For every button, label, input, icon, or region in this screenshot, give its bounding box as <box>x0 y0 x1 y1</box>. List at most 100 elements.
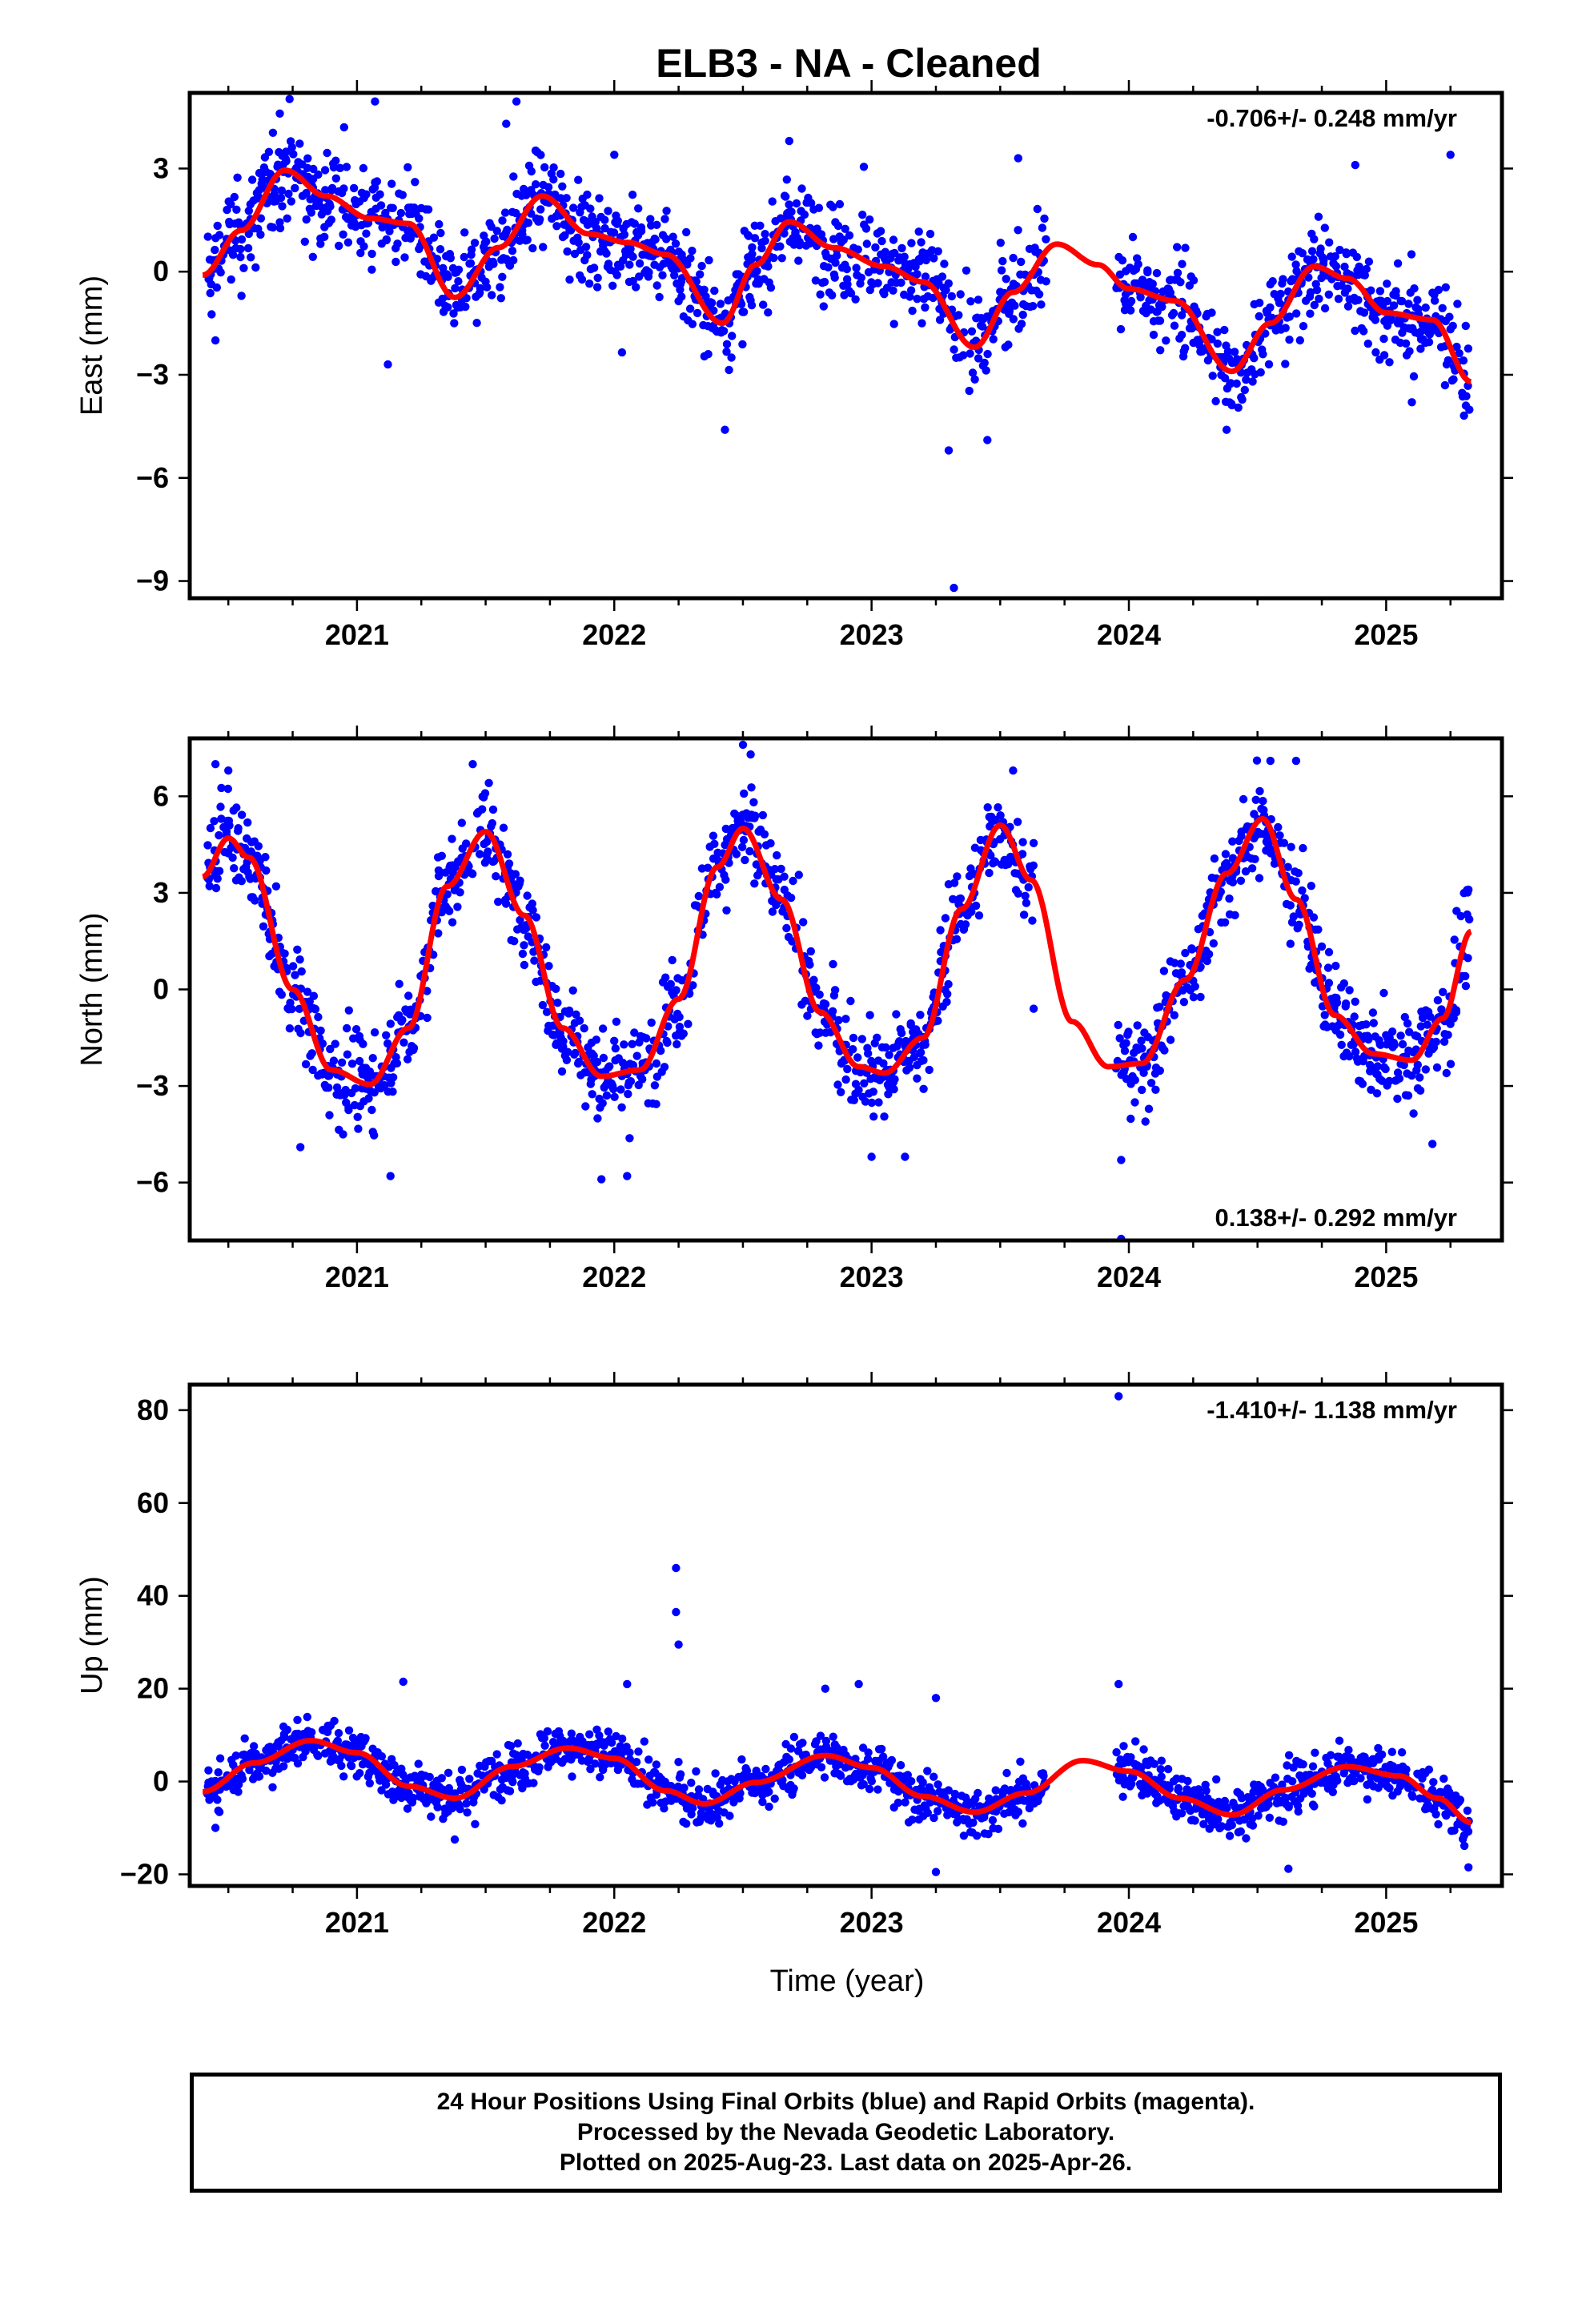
east-data-point <box>889 235 898 244</box>
north-data-point <box>821 999 830 1009</box>
east-data-point <box>372 177 382 186</box>
east-data-point <box>285 94 294 103</box>
up-data-point <box>1222 1803 1231 1811</box>
up-data-point <box>829 1732 837 1741</box>
east-data-point <box>1156 346 1165 355</box>
up-data-point <box>1374 1743 1383 1753</box>
east-data-point <box>831 258 840 267</box>
north-data-point <box>1300 894 1309 903</box>
north-data-point <box>592 1057 602 1067</box>
east-data-point <box>323 148 331 158</box>
up-data-point <box>390 1760 399 1770</box>
east-data-point <box>1401 339 1411 348</box>
up-data-point <box>1387 1747 1397 1756</box>
east-data-point <box>1299 322 1308 331</box>
north-data-point <box>553 999 562 1007</box>
up-data-point <box>994 1824 1003 1833</box>
east-data-point <box>1424 338 1434 347</box>
north-data-point <box>1028 916 1037 925</box>
north-data-point <box>1137 1036 1146 1045</box>
north-data-point <box>1231 911 1239 920</box>
up-data-point <box>689 1803 697 1812</box>
east-data-point <box>1149 330 1158 340</box>
north-data-point <box>562 1055 572 1065</box>
east-data-point <box>1319 256 1328 265</box>
east-data-point <box>942 286 950 295</box>
up-data-point <box>1284 1751 1294 1759</box>
east-data-point <box>766 283 776 292</box>
north-data-point <box>996 811 1005 820</box>
north-data-point <box>557 1067 567 1076</box>
north-data-point <box>874 1098 883 1107</box>
east-data-point <box>307 208 315 217</box>
north-data-point <box>1323 963 1333 972</box>
east-data-point <box>934 247 942 255</box>
north-data-point <box>301 1059 311 1069</box>
east-data-point <box>300 237 309 246</box>
east-data-point <box>1371 316 1380 324</box>
up-data-point <box>463 1808 472 1817</box>
north-data-point <box>983 803 992 812</box>
up-data-point <box>1264 1799 1273 1809</box>
east-data-point <box>628 252 637 261</box>
north-y-tick-label: 6 <box>153 779 169 812</box>
up-x-tick-label: 2021 <box>325 1906 389 1939</box>
north-data-point <box>867 1098 877 1108</box>
east-data-point <box>1234 403 1243 412</box>
north-data-point <box>528 899 536 908</box>
east-data-point <box>574 238 583 247</box>
east-data-point <box>335 163 345 172</box>
north-data-point <box>885 1051 893 1059</box>
east-data-point <box>1181 243 1190 252</box>
north-data-point <box>750 879 759 888</box>
east-data-point <box>1309 255 1318 263</box>
north-data-point <box>1452 1006 1461 1015</box>
east-data-point <box>956 290 965 299</box>
north-data-point <box>1274 822 1283 832</box>
up-data-point <box>303 1712 311 1722</box>
north-outlier-point <box>623 1172 632 1180</box>
east-data-point <box>877 236 886 246</box>
east-data-point <box>873 279 882 287</box>
east-outlier-point <box>785 136 793 146</box>
up-data-point <box>618 1735 627 1743</box>
east-data-point <box>980 358 989 368</box>
north-data-point <box>287 1004 296 1014</box>
east-data-point <box>1126 306 1135 315</box>
north-plot-frame <box>187 736 1504 1243</box>
north-data-point <box>1415 1073 1424 1082</box>
east-data-point <box>592 283 602 292</box>
east-data-point <box>1413 296 1422 304</box>
north-data-point <box>849 1033 858 1043</box>
east-data-point <box>1178 259 1186 268</box>
north-data-point <box>403 1055 412 1063</box>
up-data-point <box>1236 1827 1246 1836</box>
north-data-point <box>879 1059 888 1068</box>
north-data-point <box>1298 886 1307 895</box>
north-data-point <box>892 1010 901 1019</box>
north-data-point <box>224 816 234 826</box>
east-data-point <box>722 340 732 348</box>
east-data-point <box>1298 249 1307 258</box>
east-data-point <box>396 208 406 218</box>
north-data-point <box>351 1025 361 1034</box>
north-outlier-point <box>1291 756 1301 766</box>
up-data-point <box>1139 1745 1148 1754</box>
north-data-point <box>1373 1062 1382 1071</box>
north-data-point <box>296 1028 305 1038</box>
east-data-point <box>959 351 968 360</box>
east-data-point <box>400 253 409 262</box>
north-data-point <box>905 1063 914 1072</box>
north-data-point <box>1409 1109 1418 1118</box>
east-data-point <box>593 273 602 283</box>
east-data-point <box>1438 304 1447 312</box>
east-data-point <box>897 243 906 253</box>
east-data-point <box>1189 275 1199 285</box>
east-data-point <box>563 247 572 256</box>
footer-line-plotted: Plotted on 2025-Aug-23. Last data on 202… <box>559 2149 1133 2176</box>
up-y-axis-label: Up (mm) <box>75 1576 109 1695</box>
north-data-point <box>564 1006 574 1015</box>
east-data-point <box>764 308 773 317</box>
north-data-point <box>206 823 215 833</box>
north-data-point <box>758 810 767 820</box>
